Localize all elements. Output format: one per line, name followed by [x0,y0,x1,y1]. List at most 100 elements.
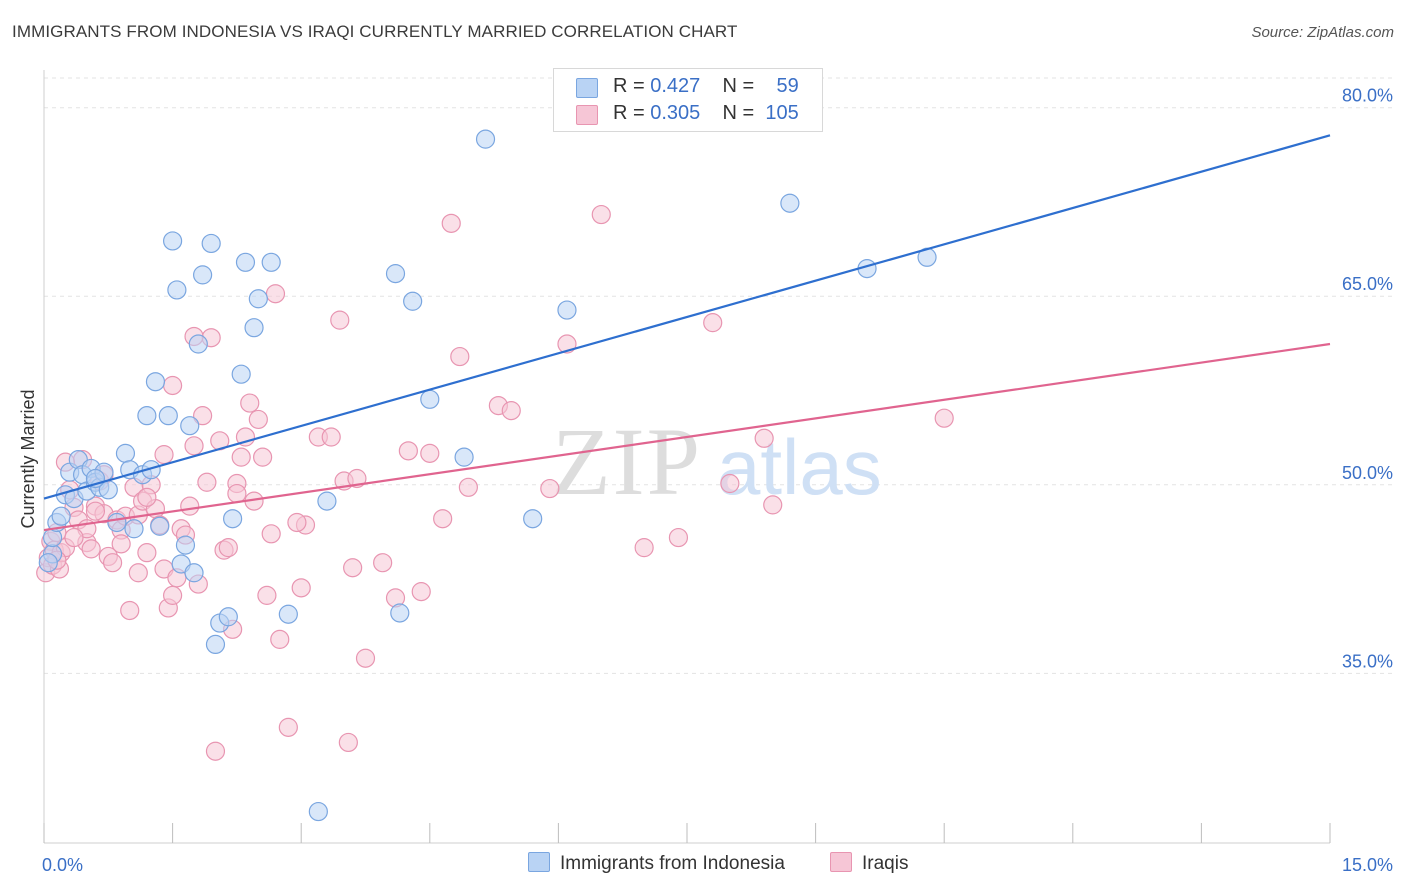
data-point [321,427,341,447]
data-point [38,553,58,573]
data-point [128,563,148,583]
data-point [523,509,543,529]
bottom-legend-label-indonesia: Immigrants from Indonesia [560,853,785,874]
data-point [373,553,393,573]
data-point [227,483,247,504]
data-point [253,447,273,467]
data-point [193,406,213,426]
data-point [193,265,213,285]
chart-source: Source: ZipAtlas.com [1251,24,1394,41]
trendline-iraqis [43,342,1331,532]
data-point [501,401,521,421]
y-tick-label: 80.0% [1342,86,1393,106]
watermark-atlas: atlas [717,423,882,511]
data-point [261,524,281,544]
data-point [205,634,226,655]
data-point [102,553,123,573]
data-point [385,264,406,284]
legend-n-label: N = [722,75,755,97]
data-point [205,741,226,761]
data-point [244,318,264,338]
data-point [347,468,367,489]
chart-title: IMMIGRANTS FROM INDONESIA VS IRAQI CURRE… [12,22,738,41]
y-tick-label: 65.0% [1342,274,1393,294]
data-point [420,443,440,463]
data-point [433,509,453,529]
data-point [175,535,196,555]
legend-swatch-indonesia [576,78,598,98]
data-point [754,428,774,448]
y-axis-label: Currently Married [18,389,38,528]
data-point [403,291,423,311]
data-point [411,582,431,602]
data-point [197,472,217,492]
bottom-legend-iraqis: Iraqis [830,852,908,875]
data-point [265,284,286,304]
data-point [591,204,611,225]
data-point [240,393,260,413]
data-point [163,231,183,251]
trendlines [43,134,1331,532]
data-point [201,233,221,254]
legend-n-value: 59 [776,75,799,97]
data-point [180,496,200,516]
data-point [163,375,183,396]
data-point [150,516,170,536]
bottom-legend-swatch-iraqis [830,852,852,872]
stats-legend: R = 0.427 N = 59 R = 0.305 N = 105 [553,68,823,132]
data-point [184,563,204,583]
series-indonesia-points [38,129,937,822]
tick-labels: 35.0% 50.0% 65.0% 80.0% 0.0% 15.0% [42,86,1393,875]
data-point [107,512,127,533]
data-point [557,300,577,320]
data-point [634,538,654,558]
data-point [120,600,140,621]
data-point [51,506,71,526]
data-point [188,334,208,354]
data-point [450,346,470,367]
legend-n-label: N = [722,102,755,124]
data-point [454,447,474,467]
data-point [261,252,281,272]
data-point [111,534,131,554]
data-point [330,310,350,330]
data-point [163,585,183,605]
data-point [167,280,187,300]
data-point [343,558,363,578]
data-point [218,538,238,558]
watermark: ZIP atlas [552,408,882,515]
data-point [338,732,358,753]
data-point [248,409,268,430]
data-point [231,447,251,467]
data-point [390,603,410,623]
data-point [85,501,106,521]
data-point [540,478,560,499]
legend-n-value: 105 [765,102,799,124]
legend-r-value: 0.427 [650,75,701,97]
data-point [257,585,277,605]
data-point [291,578,311,598]
data-point [668,527,689,548]
data-point [64,527,84,548]
legend-r-value: 0.305 [650,102,701,124]
data-point [115,443,136,463]
watermark-zip: ZIP [552,408,702,515]
data-point [780,193,800,213]
data-point [720,473,740,494]
bottom-legend-label-iraqis: Iraqis [862,853,909,874]
bottom-legend-swatch-indonesia [528,852,550,872]
data-point [308,801,328,822]
data-point [141,460,161,480]
legend-swatch-iraqis [576,105,598,125]
data-point [180,416,200,436]
data-point [355,648,376,668]
data-point [231,364,251,384]
axes [43,70,1331,844]
data-point [124,519,144,539]
data-point [398,441,418,461]
data-point [184,436,204,456]
data-point [458,477,478,497]
y-tick-label: 50.0% [1342,463,1393,483]
data-point [441,213,461,233]
